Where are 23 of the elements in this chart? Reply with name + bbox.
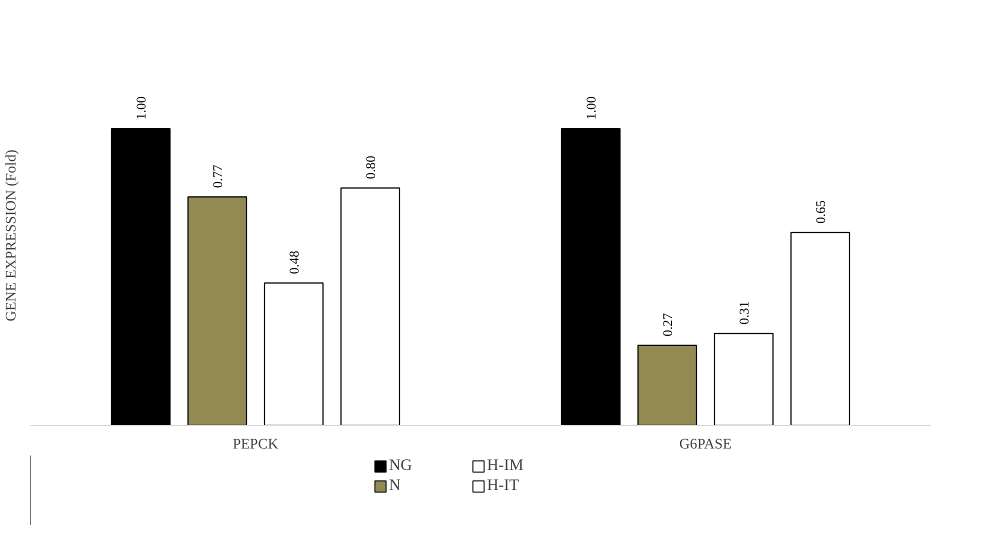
data-label: 0.77 — [210, 164, 225, 188]
bar — [560, 128, 621, 426]
data-label: 0.65 — [812, 200, 828, 224]
data-label: 0.27 — [660, 312, 675, 336]
legend-label: H-IT — [487, 477, 520, 495]
legend-label: H-IM — [487, 457, 524, 475]
legend-label: NG — [389, 457, 414, 475]
bar — [790, 232, 850, 426]
data-label: 0.48 — [286, 250, 302, 274]
bar — [264, 282, 324, 426]
x-tick-label: G6PASE — [679, 436, 732, 452]
bar — [340, 187, 400, 426]
bar — [187, 196, 248, 426]
x-tick-label: PEPCK — [232, 436, 279, 452]
bar — [637, 344, 698, 426]
data-label: 1.00 — [133, 96, 148, 120]
bar — [714, 332, 774, 426]
legend-label: N — [389, 477, 402, 495]
y-axis-title: GENE EXPRESSION (Fold) — [4, 149, 20, 322]
bar — [110, 128, 171, 426]
data-label: 1.00 — [583, 96, 598, 120]
data-label: 0.80 — [362, 155, 378, 180]
data-label: 0.31 — [736, 301, 752, 325]
